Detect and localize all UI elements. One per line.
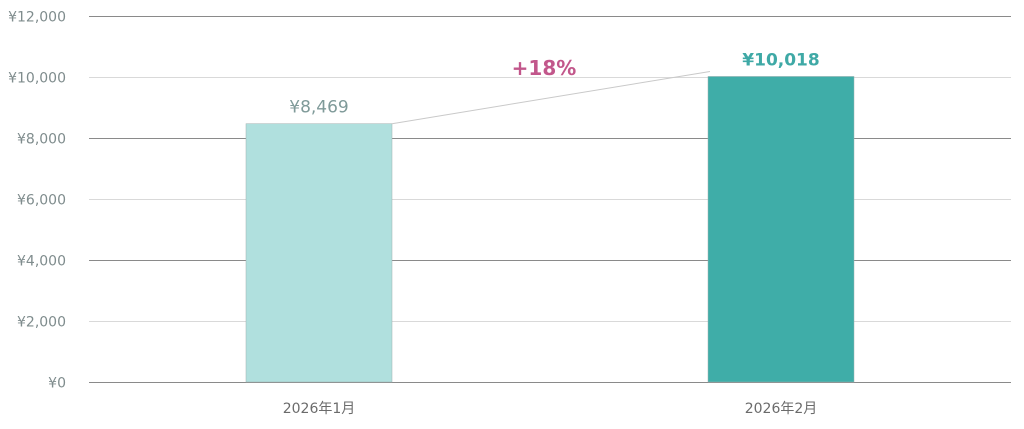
x-tick-label: 2026年2月 (745, 401, 818, 417)
x-axis-ticks: 2026年1月 2026年2月 (283, 401, 818, 417)
y-tick-label: ¥2,000 (17, 315, 66, 331)
value-labels: ¥8,469 ¥10,018 (289, 50, 819, 117)
bars (245, 76, 855, 383)
y-axis-ticks: ¥0 ¥2,000 ¥4,000 ¥6,000 ¥8,000 ¥10,000 ¥12,000 (8, 10, 66, 392)
y-tick-label: ¥4,000 (17, 254, 66, 270)
change-connector-line (391, 70, 711, 125)
bar-value-label: ¥8,469 (289, 98, 348, 118)
bar-value-label: ¥10,018 (742, 50, 819, 70)
grid-lines (89, 16, 1011, 383)
y-tick-label: ¥10,000 (8, 71, 66, 87)
y-tick-label: ¥0 (48, 376, 66, 392)
x-tick-label: 2026年1月 (283, 401, 356, 417)
change-annotation: +18% (512, 56, 577, 80)
y-tick-label: ¥6,000 (17, 193, 66, 209)
y-tick-label: ¥12,000 (8, 10, 66, 26)
y-tick-label: ¥8,000 (17, 132, 66, 148)
bar (245, 123, 393, 383)
bar (707, 76, 855, 383)
